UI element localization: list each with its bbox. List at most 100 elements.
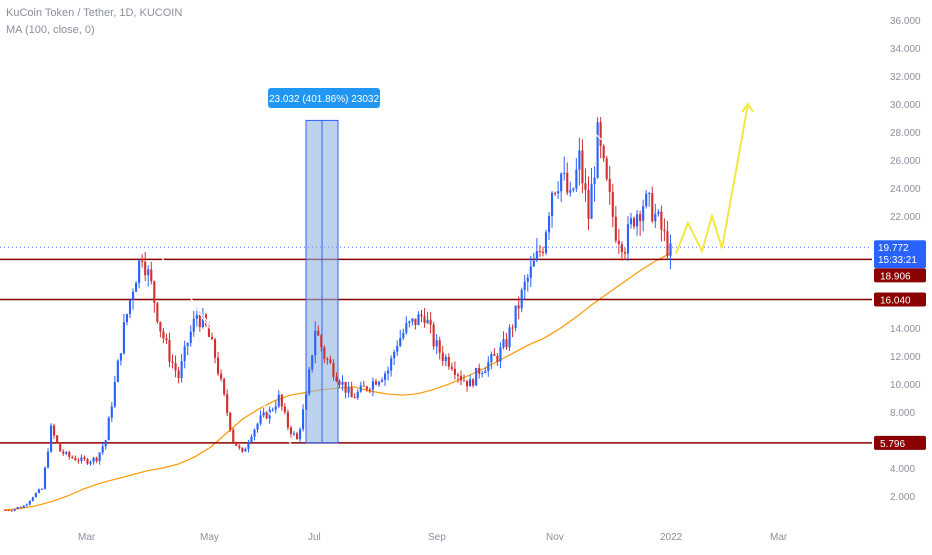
candle-body [80, 457, 83, 461]
candle-body [441, 352, 444, 361]
candle-body [220, 373, 223, 379]
candle-body [399, 337, 402, 347]
x-tick-label: May [200, 532, 219, 543]
countdown-label: 15:33:21 [878, 255, 917, 266]
level-price-label: 18.906 [880, 271, 911, 282]
measure-label: 23.032 (401.86%) 23032 [269, 94, 380, 105]
candle-body [575, 169, 578, 189]
candle-body [113, 381, 116, 407]
candle-body [420, 314, 423, 317]
candle-body [629, 218, 633, 225]
candle-body [402, 332, 405, 338]
candle-body [429, 319, 432, 325]
candle-body [487, 362, 490, 372]
x-tick-label: Mar [770, 532, 788, 543]
candle-body [362, 385, 365, 387]
candle-body [326, 358, 329, 360]
candle-body [666, 231, 669, 256]
candle-body [95, 457, 98, 462]
candle-body [207, 324, 211, 337]
level-price-tag [874, 292, 926, 307]
candle-body [314, 330, 317, 356]
candle-body [569, 190, 572, 193]
candle-body [444, 356, 447, 361]
y-tick-label: 4.000 [890, 464, 915, 475]
projection-arrowhead [741, 102, 754, 113]
candle-body [277, 394, 280, 407]
candle-body [68, 452, 71, 457]
candle-body [247, 442, 250, 449]
candle-body [484, 371, 487, 374]
candle-body [435, 340, 438, 347]
candle-body [356, 391, 359, 398]
candle-body [295, 433, 299, 440]
candle-body [226, 394, 229, 413]
candle-body [138, 260, 141, 283]
candle-body [62, 451, 65, 454]
candle-body [335, 376, 338, 382]
candle-body [232, 429, 235, 442]
candle-body [229, 412, 232, 430]
candle-body [59, 442, 62, 452]
candle-body [144, 261, 147, 276]
level-price-tag [874, 268, 926, 283]
candle-body [159, 321, 162, 332]
candle-body [235, 441, 238, 446]
candle-body [65, 452, 68, 454]
candle-body [165, 338, 168, 341]
candle-body [16, 507, 19, 509]
candle-body [669, 243, 672, 256]
candle-body [453, 368, 456, 375]
candle-body [566, 172, 569, 193]
candle-body [581, 150, 584, 184]
candle-body [578, 150, 581, 170]
candle-body [563, 172, 566, 174]
candle-body [639, 214, 642, 221]
chart-title: KuCoin Token / Tether, 1D, KUCOIN [6, 7, 183, 19]
trend-line [589, 128, 723, 249]
candle-body [642, 206, 645, 221]
candle-body [617, 240, 620, 245]
candle-body [547, 216, 551, 233]
candle-body [107, 417, 110, 441]
candle-body [125, 314, 129, 323]
candle-body [481, 373, 484, 375]
candle-body [608, 178, 611, 192]
candle-body [554, 192, 557, 194]
candle-body [387, 370, 390, 374]
candle-body [201, 314, 204, 327]
candle-body [141, 260, 144, 262]
candle-body [660, 211, 663, 230]
candle-body [302, 409, 305, 430]
candle-body [217, 357, 220, 374]
candle-body [384, 373, 387, 380]
level-price-label: 5.796 [880, 439, 905, 450]
candle-body [338, 381, 341, 385]
candle-body [475, 367, 478, 386]
candle-body [83, 457, 86, 460]
candle-body [31, 497, 34, 501]
candle-body [37, 489, 40, 493]
y-tick-label: 14.000 [890, 324, 921, 335]
candle-body [438, 340, 441, 353]
candle-body [353, 397, 356, 399]
trend-line [194, 306, 299, 455]
candle-body [43, 467, 47, 489]
candle-body [56, 435, 59, 443]
candle-body [648, 193, 651, 195]
candle-body [74, 458, 77, 461]
candle-body [311, 355, 314, 370]
candle-body [183, 346, 186, 362]
candle-body [77, 460, 80, 462]
candle-body [469, 379, 472, 387]
candle-body [320, 335, 323, 348]
candle-body [517, 305, 520, 309]
candle-body [7, 510, 10, 512]
candle-body [593, 177, 596, 185]
candle-body [405, 323, 408, 333]
candle-body [377, 381, 381, 385]
candle-body [496, 355, 499, 362]
candle-body [390, 358, 393, 371]
